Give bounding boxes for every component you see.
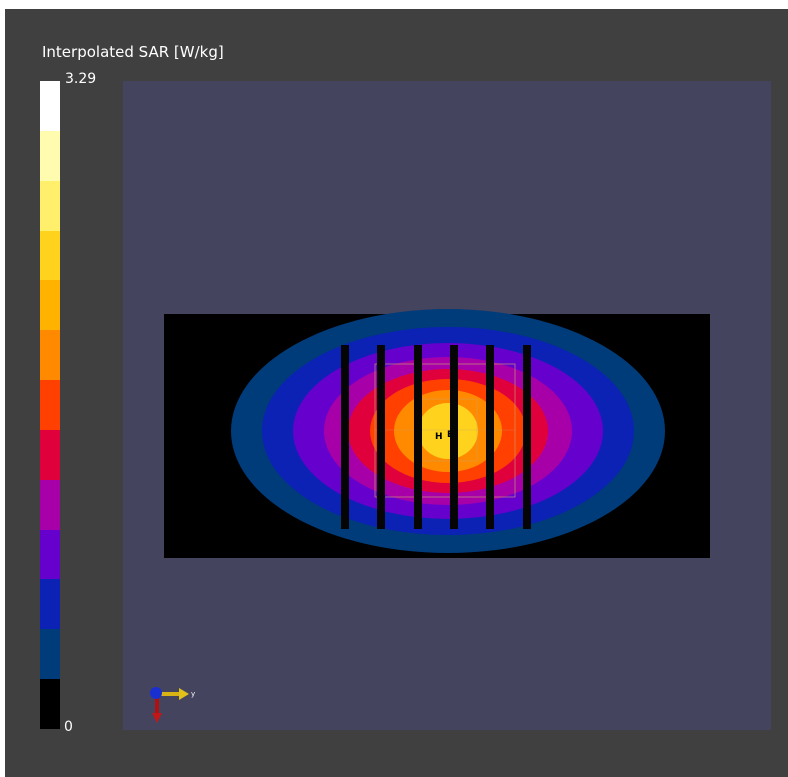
colorbar-swatch [40,330,60,381]
dipole-bar [523,345,531,529]
colorbar-swatch [40,479,60,530]
3d-viewport[interactable]: H E y [123,81,771,730]
sar-viewer-window: Interpolated SAR [W/kg] 3.29 0 H E y [5,9,788,777]
axis-triad[interactable]: y [143,681,203,731]
colorbar-swatch [40,81,60,131]
z-axis-arrowhead [152,713,162,723]
colorbar-swatch [40,529,60,580]
colorbar-swatch [40,579,60,630]
colorbar-swatch [40,280,60,331]
dipole-bars [341,345,531,529]
probe-label-h: H [435,432,443,442]
probe-label-e: E [447,430,453,440]
x-axis-dot [150,687,162,699]
colorbar-swatch [40,230,60,281]
colorbar-swatch [40,429,60,480]
colorbar-max-label: 3.29 [65,71,97,87]
dipole-bar [486,345,494,529]
colorbar-swatch [40,629,60,680]
dipole-bar [414,345,422,529]
sar-distribution-scene: H E [164,309,710,558]
colorbar-swatch [40,130,60,181]
colorbar-swatch [40,679,60,729]
colorbar [40,81,60,729]
colorbar-swatch [40,380,60,430]
dipole-bar [377,345,385,529]
sar-contour-level [418,403,478,459]
colorbar-min-label: 0 [64,719,73,735]
dipole-bar [450,345,458,529]
y-axis-label: y [191,690,195,698]
colorbar-swatch [40,180,60,231]
dipole-bar [341,345,349,529]
y-axis-arrowhead [179,688,189,700]
legend-title: Interpolated SAR [W/kg] [42,43,224,61]
